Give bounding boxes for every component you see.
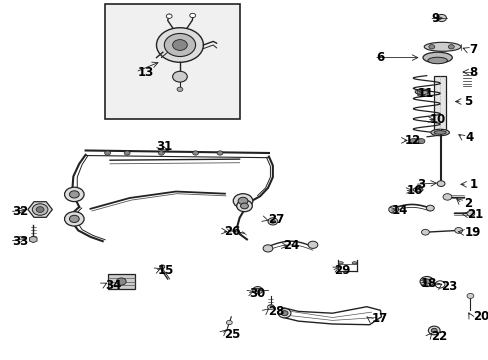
Circle shape [252, 287, 262, 294]
Circle shape [172, 71, 187, 82]
Circle shape [417, 139, 424, 144]
Circle shape [177, 87, 183, 91]
Text: 13: 13 [138, 66, 154, 78]
Circle shape [156, 28, 203, 62]
Circle shape [427, 326, 439, 335]
Text: 17: 17 [371, 312, 387, 325]
Circle shape [189, 13, 195, 18]
Ellipse shape [422, 52, 451, 63]
Circle shape [409, 139, 416, 144]
Circle shape [436, 181, 444, 186]
Circle shape [426, 205, 433, 211]
Ellipse shape [412, 188, 422, 192]
Circle shape [436, 14, 446, 22]
Text: 28: 28 [267, 305, 284, 318]
Text: 22: 22 [430, 330, 447, 343]
Circle shape [240, 203, 248, 209]
Text: 11: 11 [417, 87, 433, 100]
Circle shape [217, 151, 223, 155]
Circle shape [263, 245, 272, 252]
Circle shape [124, 151, 130, 155]
Ellipse shape [424, 42, 460, 51]
Ellipse shape [409, 139, 424, 143]
Text: 15: 15 [157, 264, 173, 277]
Circle shape [430, 328, 436, 333]
Text: 33: 33 [12, 235, 28, 248]
Bar [433, 76, 446, 130]
Circle shape [104, 151, 110, 155]
Text: 29: 29 [333, 264, 349, 277]
Circle shape [421, 229, 428, 235]
Circle shape [278, 309, 290, 318]
Text: 18: 18 [420, 277, 436, 290]
Circle shape [423, 279, 429, 284]
Ellipse shape [351, 262, 356, 264]
Ellipse shape [433, 131, 446, 134]
Circle shape [164, 33, 195, 57]
Text: 25: 25 [224, 328, 240, 341]
Circle shape [307, 241, 317, 248]
Ellipse shape [414, 89, 428, 95]
Circle shape [255, 288, 260, 292]
Circle shape [64, 187, 84, 202]
Text: 5: 5 [464, 95, 472, 108]
Text: 31: 31 [156, 140, 172, 153]
Text: 27: 27 [267, 213, 284, 226]
Circle shape [281, 311, 287, 316]
Ellipse shape [427, 57, 447, 64]
Circle shape [466, 293, 473, 298]
Text: 23: 23 [440, 280, 456, 293]
Circle shape [466, 211, 474, 216]
Text: 26: 26 [224, 225, 240, 238]
Text: 4: 4 [465, 131, 473, 144]
Text: 12: 12 [404, 134, 420, 147]
Text: 6: 6 [376, 51, 384, 64]
Bar [107, 274, 135, 289]
Circle shape [270, 220, 275, 223]
Circle shape [116, 278, 126, 285]
Text: 10: 10 [428, 113, 445, 126]
Text: 2: 2 [464, 197, 472, 210]
Circle shape [172, 40, 187, 50]
Circle shape [454, 228, 462, 233]
Text: 30: 30 [249, 287, 265, 300]
Text: 9: 9 [431, 12, 439, 25]
Ellipse shape [430, 129, 448, 136]
Circle shape [267, 218, 277, 225]
Text: 7: 7 [468, 43, 477, 56]
Text: 32: 32 [12, 205, 28, 218]
Circle shape [69, 191, 79, 198]
Circle shape [238, 197, 247, 204]
Circle shape [236, 200, 252, 212]
Circle shape [419, 276, 433, 287]
Circle shape [166, 14, 172, 18]
Circle shape [192, 151, 198, 155]
Text: 20: 20 [472, 310, 488, 323]
Circle shape [428, 45, 434, 49]
Circle shape [32, 204, 48, 215]
Circle shape [158, 151, 164, 155]
Text: 24: 24 [283, 239, 299, 252]
Text: 3: 3 [416, 178, 425, 191]
Text: 8: 8 [468, 66, 477, 78]
Circle shape [233, 194, 252, 208]
Circle shape [36, 207, 44, 212]
Text: 16: 16 [406, 184, 422, 197]
Text: 14: 14 [390, 204, 407, 217]
Text: 34: 34 [105, 279, 121, 292]
Text: 1: 1 [468, 178, 477, 191]
Circle shape [64, 212, 84, 226]
Text: 21: 21 [466, 208, 482, 221]
Circle shape [267, 305, 274, 310]
Circle shape [69, 215, 79, 222]
Circle shape [447, 45, 453, 49]
Ellipse shape [338, 262, 343, 264]
Text: 19: 19 [464, 226, 480, 239]
Circle shape [442, 194, 451, 200]
Bar [105, 4, 239, 119]
Circle shape [226, 320, 232, 325]
Circle shape [388, 206, 398, 213]
